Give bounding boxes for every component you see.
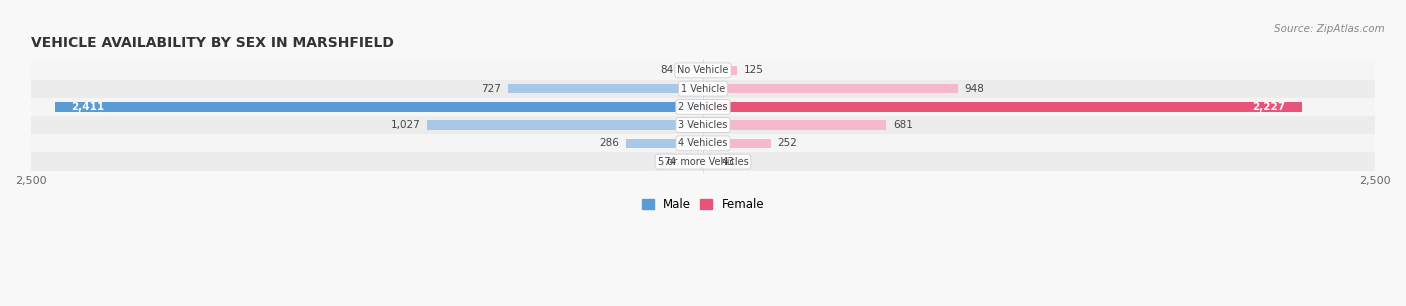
Text: 125: 125 bbox=[744, 65, 763, 75]
Text: 2 Vehicles: 2 Vehicles bbox=[678, 102, 728, 112]
Bar bbox=[683, 157, 703, 166]
Text: 948: 948 bbox=[965, 84, 984, 94]
Bar bbox=[31, 134, 1375, 152]
Text: 3 Vehicles: 3 Vehicles bbox=[678, 120, 728, 130]
Text: VEHICLE AVAILABILITY BY SEX IN MARSHFIELD: VEHICLE AVAILABILITY BY SEX IN MARSHFIEL… bbox=[31, 36, 394, 50]
Text: 5 or more Vehicles: 5 or more Vehicles bbox=[658, 157, 748, 166]
Bar bbox=[31, 152, 1375, 171]
Text: 681: 681 bbox=[893, 120, 912, 130]
Text: 4 Vehicles: 4 Vehicles bbox=[678, 138, 728, 148]
Bar bbox=[508, 84, 703, 93]
Bar bbox=[703, 102, 1302, 112]
Bar bbox=[31, 98, 1375, 116]
Bar bbox=[703, 84, 957, 93]
Bar bbox=[31, 80, 1375, 98]
Bar bbox=[681, 66, 703, 75]
Text: No Vehicle: No Vehicle bbox=[678, 65, 728, 75]
Legend: Male, Female: Male, Female bbox=[637, 193, 769, 216]
Text: 1,027: 1,027 bbox=[391, 120, 420, 130]
Text: 2,411: 2,411 bbox=[70, 102, 104, 112]
Bar bbox=[31, 61, 1375, 80]
Bar bbox=[703, 66, 737, 75]
Text: Source: ZipAtlas.com: Source: ZipAtlas.com bbox=[1274, 24, 1385, 35]
Bar bbox=[626, 139, 703, 148]
Text: 84: 84 bbox=[661, 65, 673, 75]
Text: 2,227: 2,227 bbox=[1253, 102, 1285, 112]
Text: 286: 286 bbox=[599, 138, 620, 148]
Text: 252: 252 bbox=[778, 138, 797, 148]
Text: 727: 727 bbox=[481, 84, 501, 94]
Bar bbox=[703, 120, 886, 130]
Text: 1 Vehicle: 1 Vehicle bbox=[681, 84, 725, 94]
Text: 43: 43 bbox=[721, 157, 734, 166]
Bar bbox=[31, 116, 1375, 134]
Bar bbox=[55, 102, 703, 112]
Bar bbox=[703, 157, 714, 166]
Bar bbox=[703, 139, 770, 148]
Text: 74: 74 bbox=[664, 157, 676, 166]
Bar bbox=[427, 120, 703, 130]
